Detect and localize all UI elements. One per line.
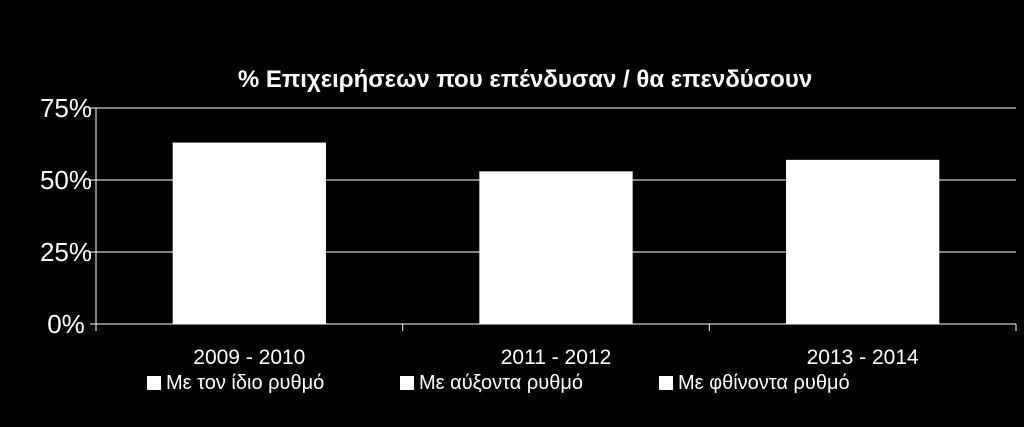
axis-labels: 0% 25% 50% 75% 2009 - 2010 2011 - 2012 2013 - … <box>40 93 919 369</box>
axes <box>90 107 1017 331</box>
y-tick-label-1: 25% <box>40 237 92 267</box>
legend-label-2: Με φθίνοντα ρυθμό <box>678 372 850 394</box>
legend-swatch-2 <box>659 376 673 390</box>
legend-swatch-1 <box>400 376 414 390</box>
legend-label-0: Με τον ίδιο ρυθμό <box>166 372 324 394</box>
bar-0 <box>172 142 326 324</box>
x-category-label-2: 2013 - 2014 <box>807 346 919 369</box>
y-tick-label-0: 0% <box>47 309 85 339</box>
bars <box>172 142 940 324</box>
bar-2 <box>786 159 940 324</box>
y-tick-label-3: 75% <box>40 93 92 123</box>
legend-swatch-0 <box>147 376 161 390</box>
x-category-label-0: 2009 - 2010 <box>193 346 305 369</box>
bar-1 <box>479 171 633 324</box>
y-tick-label-2: 50% <box>40 165 92 195</box>
legend: Με τον ίδιο ρυθμό Με αύξοντα ρυθμό Με φθίν… <box>147 372 850 394</box>
chart-title: % Επιχειρήσεων που επένδυσαν / θα επενδύ… <box>238 66 812 93</box>
legend-label-1: Με αύξοντα ρυθμό <box>419 372 583 394</box>
x-category-label-1: 2011 - 2012 <box>501 346 612 369</box>
